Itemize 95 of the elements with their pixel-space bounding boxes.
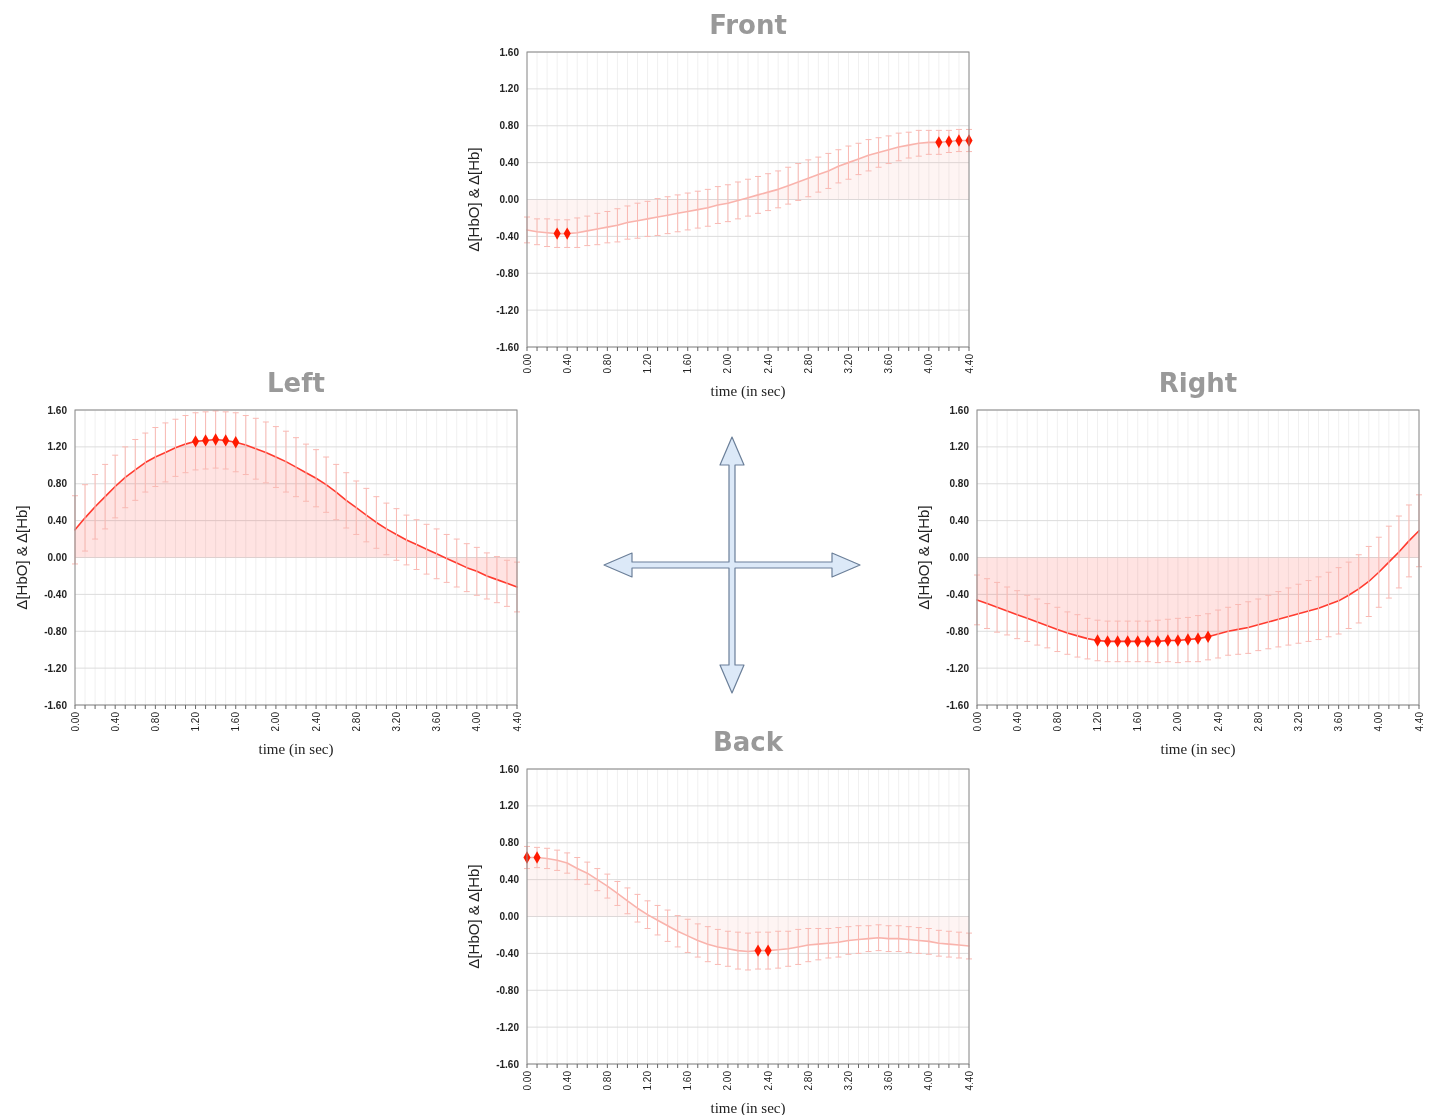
y-tick-label: -0.40	[496, 947, 520, 959]
y-tick-label: -0.80	[496, 984, 520, 996]
x-tick-label: 0.80	[601, 1070, 613, 1091]
y-tick-label: 1.20	[499, 800, 520, 812]
y-tick-label: 1.20	[949, 441, 970, 453]
y-tick-label: -1.60	[946, 699, 970, 711]
y-tick-label: 0.40	[499, 157, 520, 169]
chart-title: Back	[712, 727, 784, 757]
y-tick-label: -0.80	[44, 625, 68, 637]
x-tick-label: 1.60	[682, 1070, 694, 1091]
x-tick-label: 2.00	[1172, 711, 1184, 732]
y-tick-label: -1.60	[44, 699, 68, 711]
y-tick-label: 0.00	[949, 552, 970, 563]
x-tick-label: 4.00	[923, 1070, 935, 1091]
x-tick-label: 2.00	[722, 1070, 734, 1091]
y-tick-label: 0.80	[499, 837, 520, 849]
x-tick-label: 4.00	[923, 353, 935, 374]
y-tick-label: -1.60	[496, 1058, 520, 1070]
x-tick-label: 1.20	[642, 1070, 654, 1091]
y-tick-label: 1.20	[499, 83, 520, 95]
x-tick-label: 3.60	[883, 353, 895, 374]
x-tick-label: 1.60	[682, 353, 694, 374]
y-tick-label: -1.20	[496, 304, 520, 316]
x-tick-label: 3.20	[842, 353, 854, 374]
y-axis-title: Δ[HbO] & Δ[Hb]	[465, 147, 482, 252]
x-tick-label: 4.00	[471, 711, 483, 732]
x-tick-label: 0.40	[561, 1070, 573, 1091]
x-tick-label: 3.20	[1292, 711, 1304, 732]
x-tick-label: 4.40	[963, 353, 975, 374]
y-tick-label: -0.40	[44, 588, 68, 600]
y-tick-label: -1.20	[44, 662, 68, 674]
x-tick-label: 3.60	[431, 711, 443, 732]
x-tick-label: 1.20	[642, 353, 654, 374]
x-tick-label: 2.80	[350, 711, 362, 732]
y-tick-label: 1.60	[499, 46, 520, 58]
x-tick-label: 0.00	[521, 353, 533, 374]
y-tick-label: 1.60	[499, 763, 520, 775]
x-axis-title: time (in sec)	[710, 383, 786, 400]
x-tick-label: 2.40	[762, 353, 774, 374]
y-tick-label: 0.80	[499, 120, 520, 132]
y-tick-label: -1.60	[496, 341, 520, 353]
y-tick-label: -1.20	[946, 662, 970, 674]
x-tick-label: 1.20	[190, 711, 202, 732]
x-tick-label: 2.00	[722, 353, 734, 374]
x-tick-label: 1.20	[1092, 711, 1104, 732]
x-tick-label: 4.40	[511, 711, 523, 732]
x-tick-label: 4.40	[963, 1070, 975, 1091]
y-axis-title: Δ[HbO] & Δ[Hb]	[915, 505, 932, 610]
y-tick-label: 0.00	[47, 552, 68, 563]
x-tick-label: 3.20	[390, 711, 402, 732]
x-tick-label: 1.60	[1132, 711, 1144, 732]
y-tick-label: 0.40	[499, 874, 520, 886]
x-tick-label: 1.60	[230, 711, 242, 732]
y-tick-label: -0.80	[946, 625, 970, 637]
y-tick-label: -0.40	[496, 230, 520, 242]
y-axis-title: Δ[HbO] & Δ[Hb]	[465, 864, 482, 969]
y-tick-label: 0.00	[499, 911, 520, 922]
y-tick-label: 0.40	[47, 515, 68, 527]
x-tick-label: 0.00	[521, 1070, 533, 1091]
y-tick-label: -0.80	[496, 267, 520, 279]
y-tick-label: 0.00	[499, 194, 520, 205]
x-axis-title: time (in sec)	[1160, 741, 1236, 758]
x-tick-label: 4.00	[1373, 711, 1385, 732]
x-tick-label: 0.00	[971, 711, 983, 732]
x-tick-label: 0.00	[69, 711, 81, 732]
x-tick-label: 2.40	[762, 1070, 774, 1091]
y-tick-label: 0.80	[949, 478, 970, 490]
x-tick-label: 4.40	[1413, 711, 1425, 732]
y-tick-label: -1.20	[496, 1021, 520, 1033]
x-tick-label: 0.40	[1011, 711, 1023, 732]
x-tick-label: 2.40	[310, 711, 322, 732]
x-tick-label: 3.20	[842, 1070, 854, 1091]
x-tick-label: 2.80	[802, 1070, 814, 1091]
x-tick-label: 3.60	[883, 1070, 895, 1091]
x-tick-label: 2.00	[270, 711, 282, 732]
x-tick-label: 2.80	[1252, 711, 1264, 732]
y-tick-label: 1.60	[949, 404, 970, 416]
y-tick-label: 0.80	[47, 478, 68, 490]
y-tick-label: 0.40	[949, 515, 970, 527]
y-tick-label: 1.20	[47, 441, 68, 453]
x-tick-label: 0.80	[1051, 711, 1063, 732]
chart-title: Front	[709, 10, 787, 40]
x-tick-label: 0.80	[149, 711, 161, 732]
chart-title: Left	[267, 368, 325, 398]
x-tick-label: 3.60	[1333, 711, 1345, 732]
y-tick-label: 1.60	[47, 404, 68, 416]
y-axis-title: Δ[HbO] & Δ[Hb]	[13, 505, 30, 610]
x-tick-label: 0.80	[601, 353, 613, 374]
y-tick-label: -0.40	[946, 588, 970, 600]
x-tick-label: 2.80	[802, 353, 814, 374]
chart-title: Right	[1158, 368, 1238, 398]
x-axis-title: time (in sec)	[258, 741, 334, 758]
x-tick-label: 0.40	[109, 711, 121, 732]
x-tick-label: 0.40	[561, 353, 573, 374]
x-tick-label: 2.40	[1212, 711, 1224, 732]
